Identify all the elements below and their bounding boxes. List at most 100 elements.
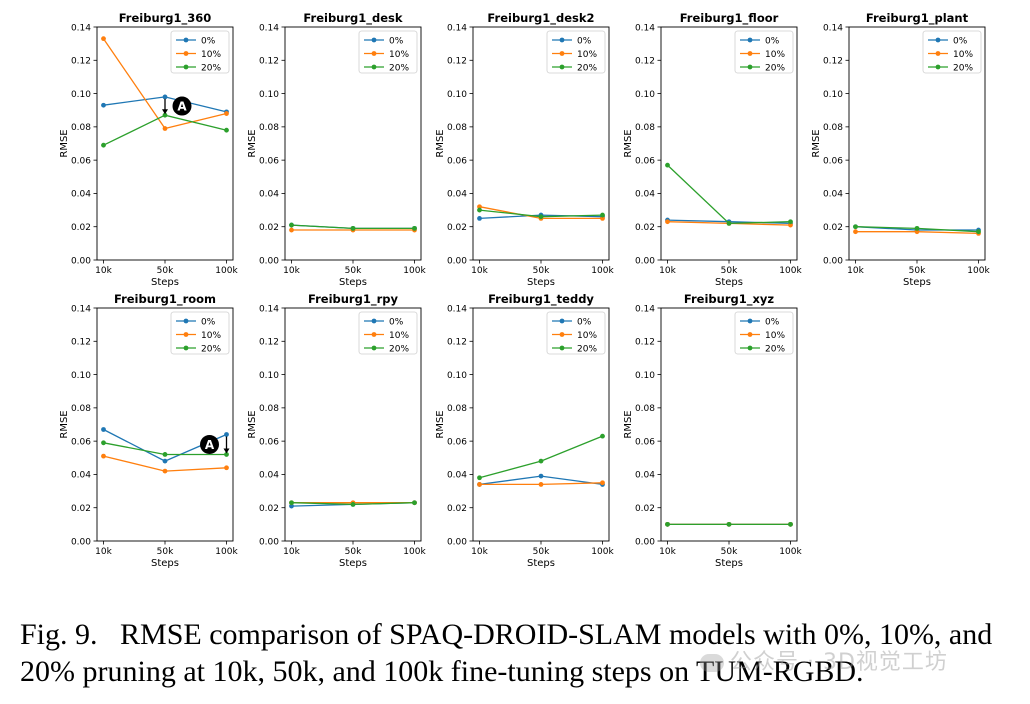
data-point xyxy=(914,225,920,231)
legend-marker xyxy=(559,64,565,70)
x-axis-label: Steps xyxy=(151,277,179,288)
y-tick-label: 0.02 xyxy=(259,504,279,514)
y-tick-label: 0.00 xyxy=(447,256,467,266)
data-point xyxy=(412,500,417,506)
x-axis-label: Steps xyxy=(903,277,931,288)
y-tick-label: 0.00 xyxy=(635,256,655,266)
y-tick-label: 0.06 xyxy=(447,437,467,447)
y-tick-label: 0.14 xyxy=(447,304,467,314)
annotation-label: A xyxy=(177,99,187,113)
legend-marker xyxy=(371,64,377,70)
x-tick-label: 10k xyxy=(471,266,488,276)
legend-label: 10% xyxy=(953,50,973,60)
x-tick-label: 100k xyxy=(779,266,802,276)
axes-frame xyxy=(284,26,422,261)
data-point xyxy=(162,468,168,474)
annotation-badge xyxy=(172,96,192,116)
annotation-arrowhead xyxy=(162,109,168,115)
axes-frame xyxy=(472,307,610,542)
subplot-title: Freiburg1_teddy xyxy=(488,292,594,307)
x-tick-label: 10k xyxy=(283,547,300,557)
legend-label: 20% xyxy=(201,63,221,73)
subplot-title: Freiburg1_desk2 xyxy=(487,11,594,26)
y-tick-label: 0.02 xyxy=(447,504,467,514)
x-tick-label: 50k xyxy=(533,547,550,557)
y-tick-label: 0.10 xyxy=(635,90,655,100)
data-point xyxy=(412,225,417,231)
y-tick-label: 0.08 xyxy=(447,123,467,133)
data-point xyxy=(101,142,106,148)
y-tick-label: 0.14 xyxy=(259,304,279,314)
data-point xyxy=(914,229,920,235)
y-tick-label: 0.08 xyxy=(71,404,91,414)
y-tick-label: 0.14 xyxy=(635,23,655,33)
y-tick-label: 0.00 xyxy=(823,256,843,266)
data-point xyxy=(224,111,229,116)
y-tick-label: 0.14 xyxy=(635,304,655,314)
y-tick-label: 0.08 xyxy=(635,404,655,414)
x-tick-label: 50k xyxy=(157,547,174,557)
x-tick-label: 10k xyxy=(847,266,864,276)
subplot-title: Freiburg1_plant xyxy=(866,11,969,26)
series-line-20pct xyxy=(667,164,791,225)
x-tick-label: 100k xyxy=(779,547,802,557)
legend-label: 0% xyxy=(389,36,404,46)
x-tick-label: 10k xyxy=(95,266,112,276)
legend-marker xyxy=(747,64,753,70)
y-axis-label: RMSE xyxy=(247,410,258,438)
y-tick-label: 0.04 xyxy=(71,190,91,200)
x-axis-label: Steps xyxy=(339,558,367,569)
y-tick-label: 0.08 xyxy=(823,123,843,133)
y-tick-label: 0.02 xyxy=(823,223,843,233)
data-point xyxy=(538,458,544,464)
y-tick-label: 0.12 xyxy=(447,57,467,67)
y-tick-label: 0.10 xyxy=(823,90,843,100)
watermark-text: 公众号 · 3D视觉工坊 xyxy=(730,650,948,675)
legend-marker xyxy=(559,37,565,43)
data-point xyxy=(538,482,544,487)
data-point xyxy=(788,219,793,225)
legend-marker xyxy=(747,332,753,337)
figure-caption: Fig. 9. RMSE comparison of SPAQ-DROID-SL… xyxy=(20,616,1010,690)
y-tick-label: 0.02 xyxy=(71,223,91,233)
data-point xyxy=(538,214,544,220)
legend-marker xyxy=(183,51,189,56)
axes-frame xyxy=(660,26,798,261)
y-tick-label: 0.12 xyxy=(259,57,279,67)
legend-label: 20% xyxy=(201,344,221,354)
data-point xyxy=(477,215,482,221)
legend-marker xyxy=(747,318,753,324)
axes-frame xyxy=(660,307,798,542)
data-point xyxy=(600,215,605,221)
y-axis-label: RMSE xyxy=(59,410,70,438)
legend-marker xyxy=(183,345,189,351)
legend-label: 0% xyxy=(201,317,216,327)
subplot-title: Freiburg1_360 xyxy=(119,11,212,26)
y-axis-label: RMSE xyxy=(247,129,258,157)
x-tick-label: 100k xyxy=(215,547,238,557)
y-tick-label: 0.14 xyxy=(447,23,467,33)
data-point xyxy=(224,452,229,457)
y-tick-label: 0.06 xyxy=(635,437,655,447)
y-tick-label: 0.08 xyxy=(447,404,467,414)
legend-marker xyxy=(371,37,377,43)
subplot-freiburg1-room: Freiburg1_room 0.00 0.02 0.04 0.06 0.08 0.10 0.… xyxy=(59,292,238,569)
legend-marker xyxy=(747,51,753,56)
data-point xyxy=(665,219,670,225)
y-tick-label: 0.10 xyxy=(71,371,91,381)
legend-marker xyxy=(183,64,189,70)
data-point xyxy=(162,126,168,131)
legend-marker xyxy=(371,345,377,351)
legend-marker xyxy=(935,51,941,56)
y-tick-label: 0.06 xyxy=(447,156,467,166)
y-axis-label: RMSE xyxy=(59,129,70,157)
x-axis-label: Steps xyxy=(527,558,555,569)
y-tick-label: 0.06 xyxy=(259,437,279,447)
y-tick-label: 0.10 xyxy=(259,90,279,100)
y-tick-label: 0.02 xyxy=(71,504,91,514)
y-tick-label: 0.14 xyxy=(259,23,279,33)
y-tick-label: 0.08 xyxy=(259,123,279,133)
subplot-freiburg1-360: Freiburg1_360 0.00 0.02 0.04 0.06 0.08 0.10 0.1… xyxy=(59,11,238,288)
x-tick-label: 50k xyxy=(157,266,174,276)
axes-frame xyxy=(472,26,610,261)
